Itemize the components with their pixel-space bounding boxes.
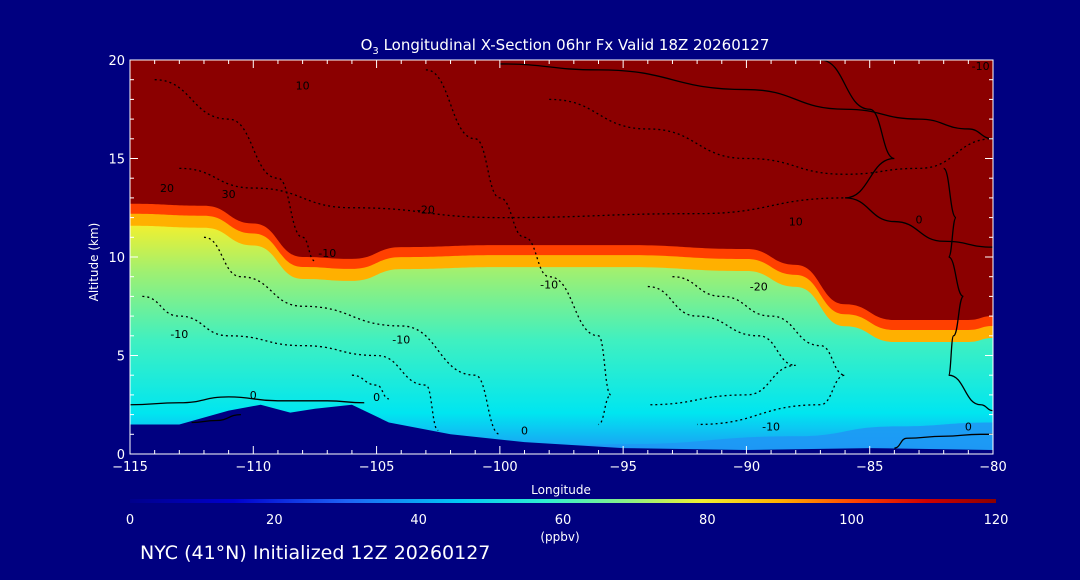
colorbar-tick-label: 80 bbox=[699, 513, 716, 528]
contour-line-7 bbox=[647, 285, 796, 406]
contour-line-10 bbox=[820, 60, 993, 248]
contour-label-10: 10 bbox=[789, 215, 803, 228]
contour-line-12 bbox=[943, 167, 993, 412]
contour-line-2 bbox=[179, 167, 846, 219]
contour-line-8 bbox=[549, 98, 993, 175]
colorbar-tick-label: 40 bbox=[410, 513, 427, 528]
low-level-blue-fill bbox=[130, 422, 993, 454]
terrain-fill bbox=[130, 404, 993, 454]
contour-label-2: 30 bbox=[222, 188, 236, 201]
plot-area: 20 30 10 -20 -10 -10 -10 -10 -20 10 0 -10 0 0 0 -10 0 bbox=[130, 60, 993, 454]
colorbar-tick-label: 20 bbox=[266, 513, 283, 528]
x-tick-label: −90 bbox=[733, 460, 760, 475]
contour-line-15 bbox=[894, 433, 993, 449]
footer-init-text: NYC (41°N) Initialized 12Z 20260127 bbox=[140, 542, 491, 564]
y-axis-label: Altitude (km) bbox=[87, 223, 101, 302]
x-tick-label: −105 bbox=[359, 460, 395, 475]
contour-label-11: 0 bbox=[916, 214, 923, 227]
colorbar-tick-label: 100 bbox=[839, 513, 864, 528]
x-tick-label: −100 bbox=[482, 460, 518, 475]
troposphere-fill bbox=[130, 225, 993, 454]
colorbar-unit-label: (ppbv) bbox=[540, 530, 579, 544]
contour-label-6: -10 bbox=[540, 279, 558, 292]
contour-label-5: -10 bbox=[318, 247, 336, 260]
contour-label-15: 0 bbox=[521, 424, 528, 437]
colorbar-scale bbox=[130, 499, 996, 503]
colorbar-tick-label: 60 bbox=[555, 513, 572, 528]
contour-label-12: -10 bbox=[972, 60, 990, 73]
x-tick-label: −110 bbox=[235, 460, 271, 475]
contour-label-16: -10 bbox=[762, 420, 780, 433]
x-tick-label: −80 bbox=[979, 460, 1006, 475]
contour-line-11 bbox=[499, 63, 993, 140]
x-tick-label: −95 bbox=[609, 460, 636, 475]
contour-line-1 bbox=[154, 79, 316, 262]
contour-label-3: 10 bbox=[296, 80, 310, 93]
x-axis-label: Longitude bbox=[531, 483, 591, 497]
colorbar-tick-label: 0 bbox=[126, 513, 134, 528]
x-axis: −115 −110 −105 −100 −95 −90 −85 −80 bbox=[112, 60, 1007, 475]
contour-label-4: -20 bbox=[417, 204, 435, 217]
y-tick-label: 5 bbox=[117, 350, 125, 365]
contour-line-13 bbox=[130, 396, 365, 406]
contour-label-7: -10 bbox=[392, 334, 410, 347]
y-tick-label: 10 bbox=[108, 251, 125, 266]
y-axis: 0 5 10 15 20 bbox=[108, 54, 993, 463]
y-tick-label: 15 bbox=[108, 153, 125, 168]
contour-line-14 bbox=[191, 413, 241, 424]
y-tick-label: 0 bbox=[117, 448, 125, 463]
contour-label-17: 0 bbox=[965, 420, 972, 433]
contour-line-9 bbox=[351, 374, 390, 400]
contour-label-9: -20 bbox=[750, 280, 768, 293]
contour-labels: 20 30 10 -20 -10 -10 -10 -10 -20 10 0 -10 0 0 0 -10 0 bbox=[160, 60, 990, 437]
contour-label-1: 20 bbox=[160, 182, 174, 195]
x-tick-label: −85 bbox=[856, 460, 883, 475]
colorbar-tick-label: 120 bbox=[984, 513, 1009, 528]
contour-label-8: -10 bbox=[170, 328, 188, 341]
contour-label-14: 0 bbox=[373, 391, 380, 404]
y-tick-label: 20 bbox=[108, 54, 125, 69]
contour-lines bbox=[130, 60, 993, 449]
colorbar: 0 20 40 60 80 100 120 bbox=[126, 499, 1009, 528]
x-tick-label: −115 bbox=[112, 460, 148, 475]
chart-title: O3 Longitudinal X-Section 06hr Fx Valid … bbox=[361, 36, 770, 57]
contour-label-13: 0 bbox=[250, 389, 257, 402]
